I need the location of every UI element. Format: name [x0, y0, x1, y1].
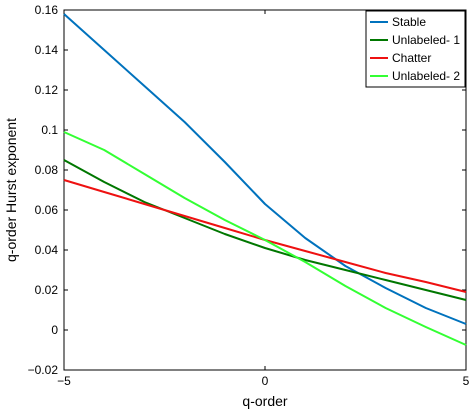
series-line-0 — [63, 13, 467, 325]
y-tick-label: 0.04 — [35, 243, 59, 257]
y-axis-label: q-order Hurst exponent — [3, 118, 19, 262]
series-line-1 — [63, 159, 467, 301]
y-tick-label: 0.06 — [35, 203, 59, 217]
legend-box — [365, 10, 466, 88]
y-tick-label: 0.02 — [35, 283, 59, 297]
y-tick-label: 0.08 — [35, 163, 59, 177]
legend-label: Chatter — [392, 51, 431, 65]
y-axis: −0.02 0 0.02 0.04 0.06 0.08 0.1 0.12 0.14 0.16 — [28, 3, 466, 377]
x-tick-label: 5 — [463, 374, 470, 388]
x-axis: −5 0 5 — [57, 10, 470, 388]
x-tick-label: 0 — [262, 374, 269, 388]
x-axis-label: q-order — [242, 393, 287, 409]
y-tick-label: 0.14 — [35, 43, 59, 57]
y-tick-label: 0.12 — [35, 83, 59, 97]
y-tick-label: 0.16 — [35, 3, 59, 17]
legend: Stable Unlabeled- 1 Chatter Unlabeled- 2 — [365, 10, 466, 88]
x-tick-label: −5 — [57, 374, 71, 388]
y-tick-label: −0.02 — [28, 363, 59, 377]
y-tick-label: 0.1 — [41, 123, 58, 137]
legend-label: Unlabeled- 2 — [392, 69, 460, 83]
legend-label: Unlabeled- 1 — [392, 33, 460, 47]
series-lines — [63, 13, 467, 346]
y-tick-label: 0 — [51, 323, 58, 337]
legend-label: Stable — [392, 15, 426, 29]
series-line-3 — [63, 131, 467, 346]
